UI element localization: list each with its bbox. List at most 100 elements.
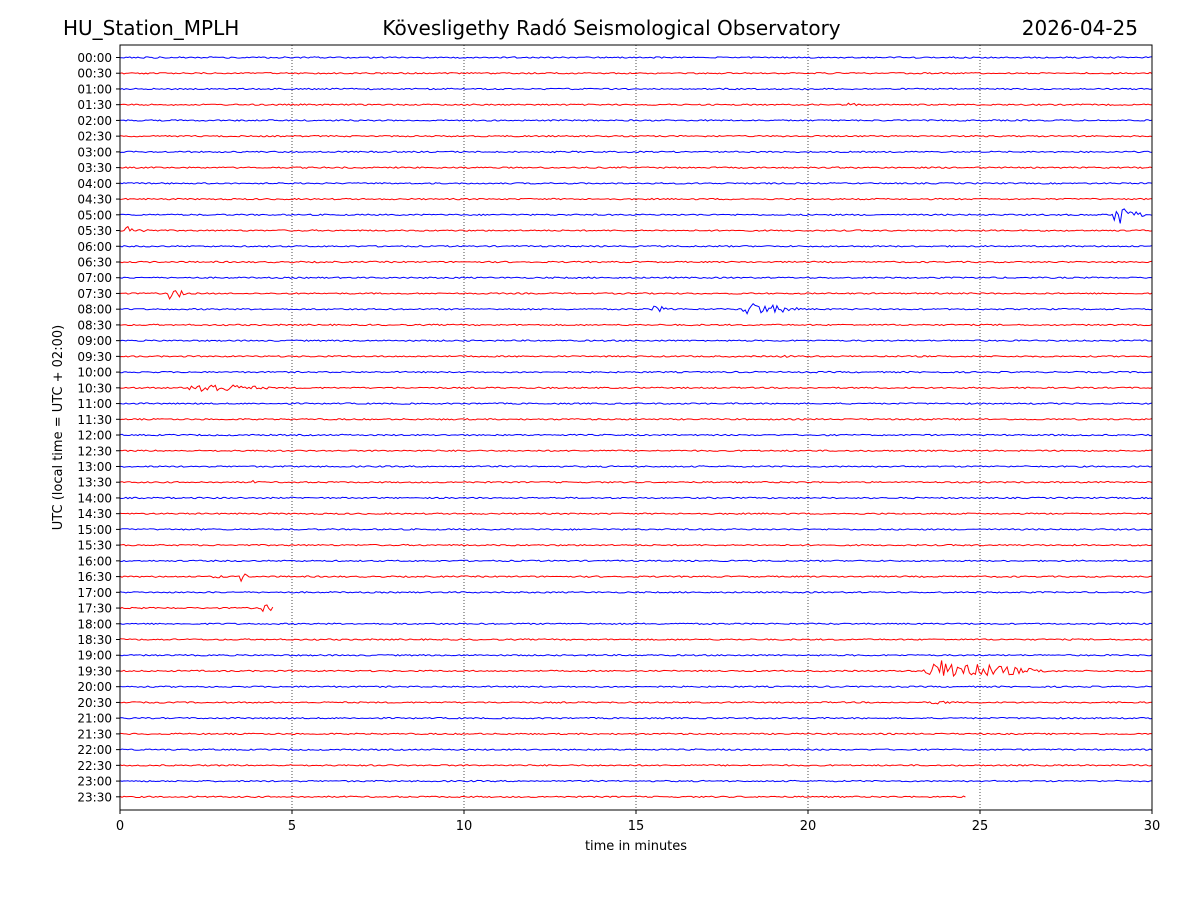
trace-2100	[119, 716, 1153, 720]
y-tick-label: 13:00	[77, 460, 112, 474]
y-tick-label: 21:00	[77, 712, 112, 726]
chart-date: 2026-04-25	[1021, 16, 1138, 40]
trace-0800	[119, 302, 1153, 315]
x-axis-label: time in minutes	[585, 839, 687, 854]
x-tick-label: 0	[116, 819, 124, 834]
trace-1930	[119, 660, 1153, 678]
y-tick-label: 22:00	[77, 743, 112, 757]
y-tick-label: 18:00	[77, 617, 112, 631]
y-tick-label: 04:00	[77, 177, 112, 191]
y-tick-label: 11:00	[77, 397, 112, 411]
trace-2300	[119, 779, 1153, 783]
trace-1700	[119, 591, 1153, 594]
seismogram-traces	[119, 56, 1153, 799]
x-tick-label: 10	[456, 819, 473, 834]
x-tick-label: 15	[628, 819, 645, 834]
trace-0530	[119, 225, 1153, 233]
y-tick-label: 14:00	[77, 491, 112, 505]
trace-0630	[119, 260, 1153, 264]
trace-0430	[119, 197, 1153, 201]
trace-1400	[119, 496, 1153, 500]
trace-0200	[119, 119, 1153, 122]
y-tick-label: 20:00	[77, 680, 112, 694]
y-tick-label: 11:30	[77, 413, 112, 427]
trace-1430	[119, 512, 1153, 515]
trace-0330	[119, 166, 1153, 169]
y-tick-label: 04:30	[77, 193, 112, 207]
y-tick-label: 00:00	[77, 51, 112, 65]
trace-2130	[119, 732, 1153, 736]
y-tick-label: 17:00	[77, 586, 112, 600]
trace-2000	[119, 685, 1153, 688]
y-tick-label: 09:00	[77, 334, 112, 348]
y-tick-label: 22:30	[77, 759, 112, 773]
trace-1500	[119, 528, 1153, 531]
trace-1530	[119, 543, 1153, 547]
trace-0100	[119, 87, 1153, 91]
y-tick-label: 20:30	[77, 696, 112, 710]
y-tick-label: 06:30	[77, 255, 112, 269]
y-tick-label: 01:00	[77, 82, 112, 96]
trace-1000	[119, 370, 1153, 374]
y-tick-label: 03:30	[77, 161, 112, 175]
x-tick-label: 20	[800, 819, 817, 834]
y-tick-label: 16:00	[77, 554, 112, 568]
trace-1130	[119, 418, 1153, 421]
y-axis-label: UTC (local time = UTC + 02:00)	[51, 325, 66, 530]
y-tick-label: 10:00	[77, 366, 112, 380]
trace-2030	[119, 700, 1153, 705]
trace-1730	[119, 604, 274, 613]
chart-title: Kövesligethy Radó Seismological Observat…	[382, 16, 841, 40]
trace-1330	[119, 479, 1153, 484]
trace-0900	[119, 339, 1153, 342]
trace-0030	[119, 71, 1153, 75]
y-tick-label: 10:30	[77, 381, 112, 395]
y-tick-label: 13:30	[77, 476, 112, 490]
y-tick-label: 05:00	[77, 208, 112, 222]
trace-1100	[119, 402, 1153, 405]
trace-1900	[119, 653, 1153, 657]
y-tick-label: 09:30	[77, 350, 112, 364]
trace-0130	[119, 102, 1153, 107]
trace-0600	[119, 244, 1153, 248]
y-tick-label: 01:30	[77, 98, 112, 112]
y-tick-label: 06:00	[77, 240, 112, 254]
trace-1830	[119, 638, 1153, 641]
y-tick-label: 02:30	[77, 130, 112, 144]
trace-1200	[119, 433, 1153, 437]
y-tick-label: 21:30	[77, 727, 112, 741]
y-tick-label: 02:00	[77, 114, 112, 128]
y-tick-label: 07:00	[77, 271, 112, 285]
trace-1630	[119, 573, 1153, 583]
grid-lines	[291, 45, 981, 810]
y-tick-label: 12:00	[77, 429, 112, 443]
y-tick-label: 00:30	[77, 67, 112, 81]
y-tick-label: 15:30	[77, 539, 112, 553]
y-tick-label: 18:30	[77, 633, 112, 647]
station-name: HU_Station_MPLH	[63, 16, 240, 40]
trace-1300	[119, 465, 1153, 468]
y-tick-label: 23:00	[77, 775, 112, 789]
y-tick-label: 08:30	[77, 318, 112, 332]
y-tick-label: 14:30	[77, 507, 112, 521]
trace-0930	[119, 354, 1153, 358]
trace-2330	[119, 795, 966, 799]
trace-1030	[119, 384, 1153, 393]
y-tick-label: 05:30	[77, 224, 112, 238]
trace-0730	[119, 289, 1153, 300]
y-tick-label: 12:30	[77, 444, 112, 458]
x-tick-label: 25	[972, 819, 989, 834]
y-tick-label: 08:00	[77, 303, 112, 317]
trace-2200	[119, 748, 1153, 751]
y-tick-label: 07:30	[77, 287, 112, 301]
trace-1600	[119, 559, 1153, 563]
y-tick-label: 19:00	[77, 649, 112, 663]
y-tick-label: 16:30	[77, 570, 112, 584]
x-tick-label: 30	[1144, 819, 1161, 834]
trace-0700	[119, 276, 1153, 279]
trace-0300	[119, 150, 1153, 154]
y-tick-label: 15:00	[77, 523, 112, 537]
y-tick-label: 23:30	[77, 790, 112, 804]
y-tick-label: 17:30	[77, 602, 112, 616]
